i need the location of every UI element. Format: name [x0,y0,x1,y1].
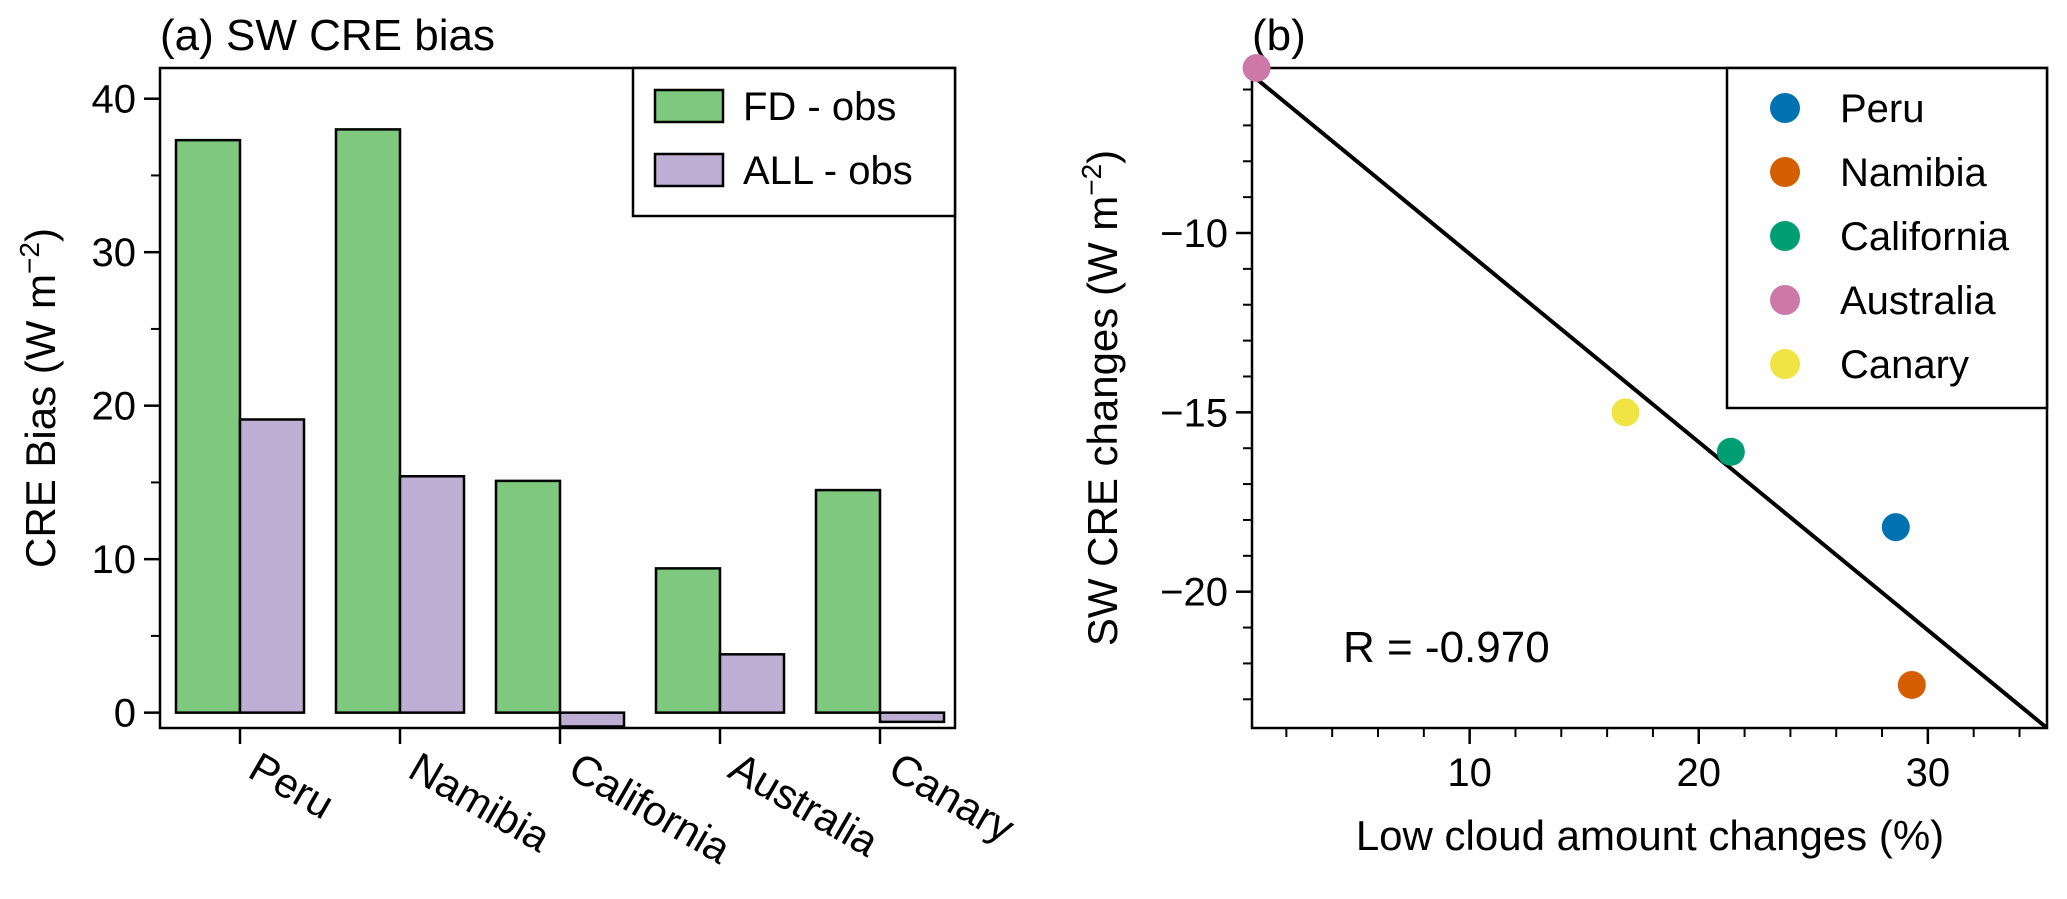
legend-marker-namibia [1770,157,1800,187]
panel-b-legend: Peru Namibia California Australia Canary [1725,66,2049,410]
bar-fd-obs-california [494,479,562,714]
legend-label-canary: Canary [1840,343,1969,387]
x-tick-label-california: California [562,743,740,873]
y-tick-label: 0 [114,692,136,736]
point-california [1716,437,1745,466]
panel-a-legend: FD - obs ALL - obs [631,66,957,218]
bar-all-obs-namibia [398,475,466,714]
panel-a-y-ticks: 0 10 20 30 40 [92,78,160,736]
x-tick-label-namibia: Namibia [402,743,559,861]
legend-label-namibia: Namibia [1840,151,1987,195]
panel-b-title: (b) [1252,11,1306,60]
legend-swatch-fd-obs [653,88,725,124]
panel-a-bars [174,128,946,728]
x-tick-label-australia: Australia [722,743,888,866]
y-tick-label: −20 [1160,571,1228,615]
y-tick-label: 40 [92,78,137,122]
point-peru [1881,513,1910,542]
y-tick-label: 10 [92,538,137,582]
y-tick-label: −15 [1160,391,1228,435]
panel-b-fit-line-group [1250,73,2049,730]
point-australia [1242,54,1271,82]
point-canary [1611,398,1640,427]
x-tick-label: 30 [1906,751,1951,795]
point-namibia [1897,670,1926,699]
bar-fd-obs-australia [654,567,722,714]
panel-b-x-ticks: 10 20 30 [1285,728,2021,795]
panel-b-correlation-annotation: R = -0.970 [1343,623,1550,672]
y-tick-label: −10 [1160,212,1228,256]
bar-fd-obs-peru [174,138,242,714]
legend-swatch-all-obs [653,152,725,188]
bar-all-obs-peru [238,418,306,714]
panel-b-y-axis-label: SW CRE changes (W m−2) [1076,150,1126,646]
bar-fd-obs-canary [814,488,882,714]
panel-a-bar-chart: (a) SW CRE bias 0 10 20 30 40 Peru Namibia Cal… [14,11,1022,873]
bar-all-obs-canary [878,711,946,724]
panel-b-points [1242,54,1926,699]
panel-a-title: (a) SW CRE bias [160,11,495,60]
bar-all-obs-california [558,711,626,728]
panel-b-x-axis-label: Low cloud amount changes (%) [1356,812,1944,859]
y-tick-label: 20 [92,385,137,429]
x-tick-label-canary: Canary [882,743,1023,851]
y-tick-label: 30 [92,231,137,275]
x-tick-label: 10 [1447,751,1492,795]
panel-b-y-ticks: −10 −15 −20 [1160,88,1252,701]
legend-marker-california [1770,221,1800,251]
legend-label-peru: Peru [1840,87,1925,131]
legend-label-fd-obs: FD - obs [743,85,896,129]
x-tick-label-peru: Peru [242,743,342,828]
legend-label-australia: Australia [1840,279,1996,323]
regression-line [1250,73,2049,730]
bar-fd-obs-namibia [334,128,402,714]
legend-label-california: California [1840,215,2010,259]
legend-label-all-obs: ALL - obs [743,149,913,193]
legend-marker-canary [1770,349,1800,379]
legend-marker-peru [1770,93,1800,123]
panel-a-axes-frame [158,66,957,730]
x-tick-label: 20 [1677,751,1722,795]
panel-a-y-axis-label: CRE Bias (W m−2) [14,228,64,568]
legend-marker-australia [1770,285,1800,315]
panel-b-scatter-chart: (b) −10 −15 −20 10 20 30 Low cloud amount ch… [1076,11,2049,859]
bar-all-obs-australia [718,653,786,714]
